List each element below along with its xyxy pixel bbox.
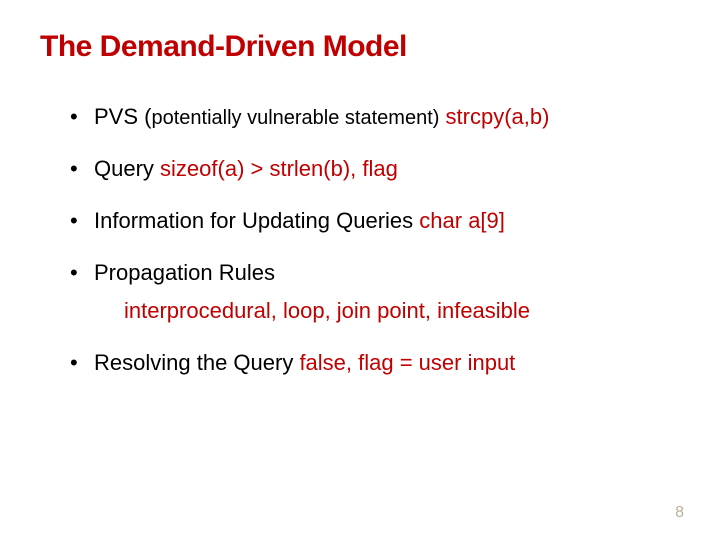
text-info: Information for Updating Queries [94, 208, 419, 233]
bullet-item: Information for Updating Queries char a[… [70, 208, 680, 234]
slide-title: The Demand-Driven Model [40, 30, 680, 64]
bullet-item: Query sizeof(a) > strlen(b), flag [70, 156, 680, 182]
page-number: 8 [675, 504, 684, 522]
text-pvs-paren: potentially vulnerable statement) [151, 107, 439, 129]
text-strcpy: strcpy(a,b) [446, 104, 550, 129]
text-sizeof: sizeof(a) > strlen(b), flag [160, 156, 398, 181]
bullet-item: PVS (potentially vulnerable statement) s… [70, 104, 680, 130]
slide: The Demand-Driven Model PVS (potentially… [0, 0, 720, 540]
bullet-item: Resolving the Query false, flag = user i… [70, 350, 680, 376]
text-resolve: Resolving the Query [94, 350, 299, 375]
text-pvs: PVS ( [94, 104, 151, 129]
text-false: false, flag = user input [299, 350, 515, 375]
bullet-item: Propagation Rules [70, 260, 680, 286]
text-query: Query [94, 156, 160, 181]
sub-item: interprocedural, loop, join point, infea… [70, 298, 680, 324]
text-chara9: char a[9] [419, 208, 505, 233]
bullet-list: PVS (potentially vulnerable statement) s… [40, 104, 680, 376]
text-prop: Propagation Rules [94, 260, 275, 285]
